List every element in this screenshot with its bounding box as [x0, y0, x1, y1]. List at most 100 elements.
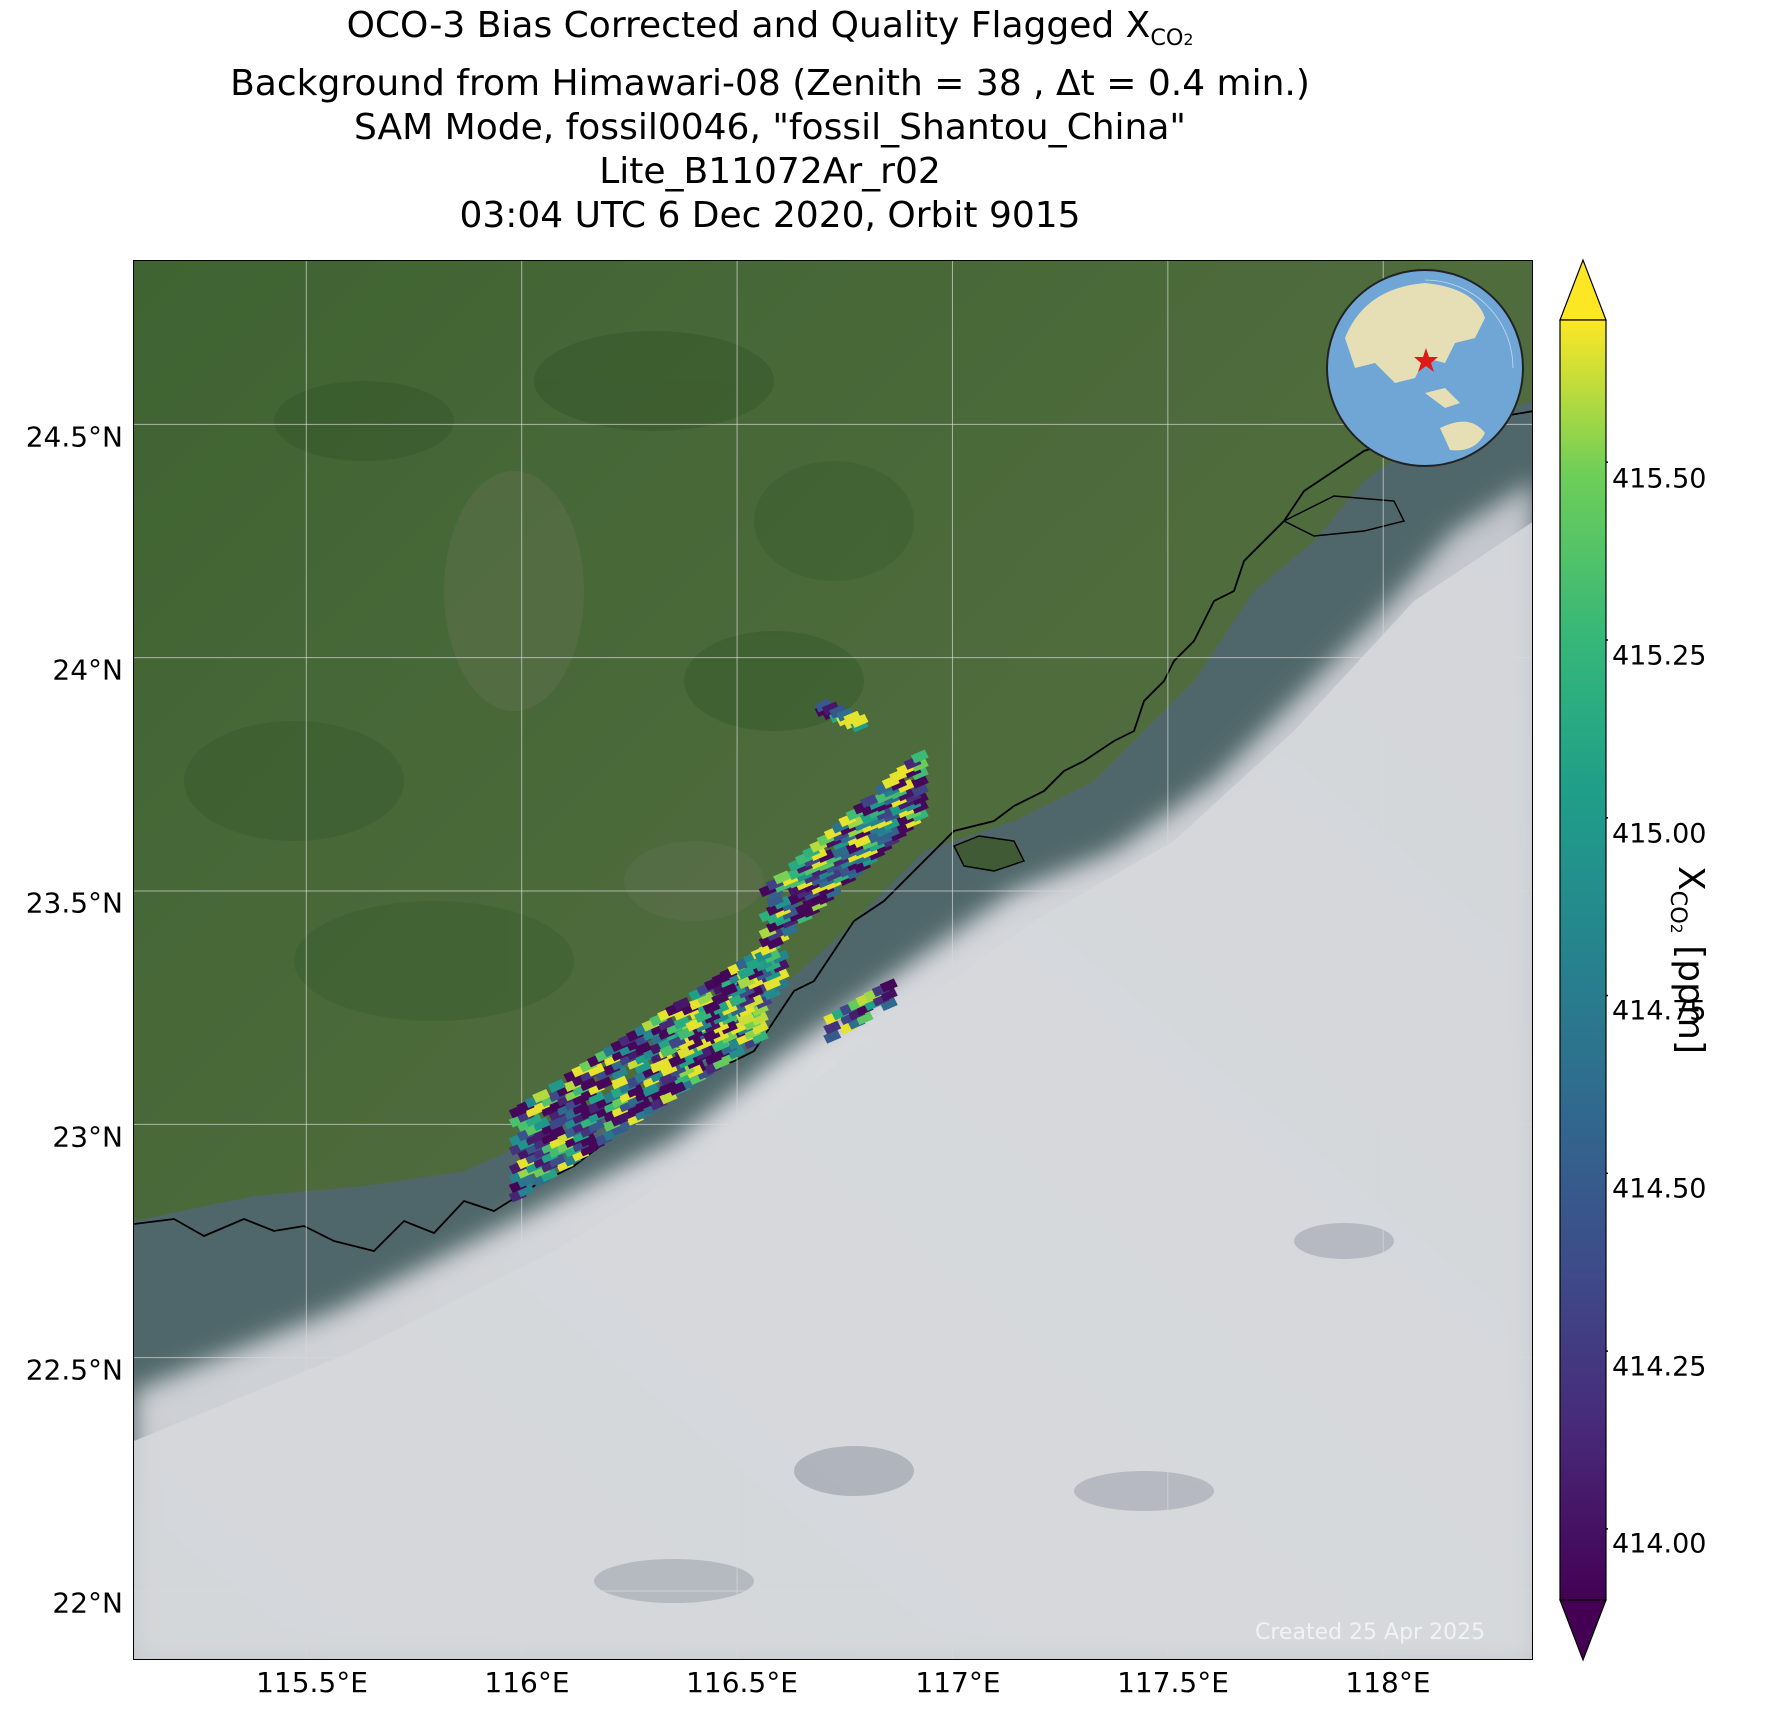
sounding [855, 1011, 874, 1025]
sounding [879, 997, 898, 1011]
colorbar-gradient [1559, 319, 1607, 1601]
sounding [524, 1112, 543, 1127]
gridlines [134, 261, 1532, 1659]
colorbar-tick-label: 414.00 [1612, 1528, 1707, 1560]
map-panel [133, 260, 1533, 1660]
sounding [816, 849, 835, 864]
sounding [910, 757, 929, 772]
island [1282, 495, 1406, 537]
colorbar-label: XCO2 [ppm] [1665, 865, 1711, 1055]
colorbar-tick-label: 415.00 [1612, 818, 1707, 850]
sounding [910, 774, 929, 789]
sounding [910, 791, 929, 806]
sounding [823, 1029, 842, 1044]
cloud-core [134, 522, 1532, 1659]
sounding [780, 906, 799, 921]
colorbar [1559, 258, 1608, 1662]
sounding [836, 707, 855, 722]
sounding [910, 766, 929, 781]
lat-label: 23.5°N [25, 886, 123, 920]
sounding [641, 1082, 660, 1097]
lat-label: 22.5°N [25, 1353, 123, 1387]
lon-label: 117.5°E [1117, 1666, 1229, 1699]
sounding [889, 776, 908, 791]
sounding [879, 978, 898, 993]
sounding [532, 1117, 551, 1132]
sounding [750, 1030, 769, 1045]
island [953, 835, 1025, 872]
sounding [765, 927, 784, 942]
sounding [633, 1097, 652, 1112]
sounding [896, 787, 915, 802]
title-line-4: Lite_B11072Ar_r02 [599, 150, 941, 192]
sounding [719, 983, 738, 997]
lon-label: 116°E [484, 1666, 570, 1699]
title-line-3: SAM Mode, fossil0046, "fossil_Shantou_Ch… [353, 106, 1186, 148]
sounding [814, 698, 833, 713]
colorbar-tick-label: 414.75 [1612, 995, 1707, 1027]
globe-islands [1425, 388, 1460, 408]
locator-globe [1326, 269, 1524, 467]
figure-title: OCO-3 Bias Corrected and Quality Flagged… [0, 4, 1540, 238]
sounding [594, 1076, 613, 1091]
sounding [571, 1100, 590, 1115]
sounding [823, 884, 842, 899]
sounding [874, 806, 893, 821]
sounding [828, 704, 847, 719]
sounding [896, 779, 915, 794]
sounding [625, 1083, 644, 1098]
sounding [579, 1133, 598, 1148]
sounding [750, 1020, 769, 1035]
sounding [657, 1054, 676, 1069]
colorbar-extend-bottom [1559, 1599, 1607, 1662]
sounding [821, 701, 840, 716]
sounding [852, 834, 871, 849]
sounding [879, 987, 898, 1002]
sounding [532, 1089, 551, 1104]
sounding [850, 713, 869, 728]
sounding [547, 1153, 566, 1168]
sounding [696, 991, 715, 1006]
lat-label: 23°N [52, 1120, 123, 1154]
sounding [860, 794, 879, 809]
sounding [750, 1011, 769, 1026]
lon-label: 118°E [1345, 1666, 1431, 1699]
title-line-2: Background from Himawari-08 (Zenith = 38… [230, 62, 1310, 104]
sounding [780, 922, 799, 937]
colorbar-ticks [1606, 461, 1608, 1530]
sounding [633, 1060, 652, 1074]
title-line-5: 03:04 UTC 6 Dec 2020, Orbit 9015 [459, 194, 1081, 236]
sounding [823, 867, 842, 882]
globe-asia [1345, 283, 1485, 383]
sounding [823, 1020, 842, 1035]
sounding [910, 808, 929, 823]
sounding [586, 1118, 605, 1133]
sounding [737, 1012, 756, 1027]
colorbar-tick-label: 414.50 [1612, 1173, 1707, 1205]
target-star-icon [1414, 348, 1438, 372]
xco2-soundings [508, 698, 929, 1203]
sounding [516, 1183, 535, 1198]
sounding [547, 1078, 566, 1093]
title-line-1: OCO-3 Bias Corrected and Quality Flagged… [346, 5, 1194, 51]
colorbar-tick-label: 415.25 [1612, 640, 1707, 672]
coastline [134, 410, 1532, 1252]
sounding [881, 825, 900, 840]
sounding [586, 1090, 605, 1105]
sounding [610, 1065, 629, 1080]
lon-label: 115.5°E [256, 1666, 368, 1699]
sounding [540, 1167, 558, 1182]
sounding [843, 710, 862, 725]
sounding [579, 1077, 598, 1092]
sounding [765, 935, 784, 950]
globe-australia [1440, 421, 1485, 451]
sounding [809, 846, 828, 861]
sounding [910, 783, 929, 798]
sounding [910, 799, 929, 814]
lat-label: 24°N [52, 653, 123, 687]
colorbar-tick-label: 415.50 [1612, 463, 1707, 495]
lon-label: 117°E [915, 1666, 1001, 1699]
sounding [773, 895, 792, 910]
sounding [831, 844, 850, 859]
sounding [586, 1062, 605, 1077]
